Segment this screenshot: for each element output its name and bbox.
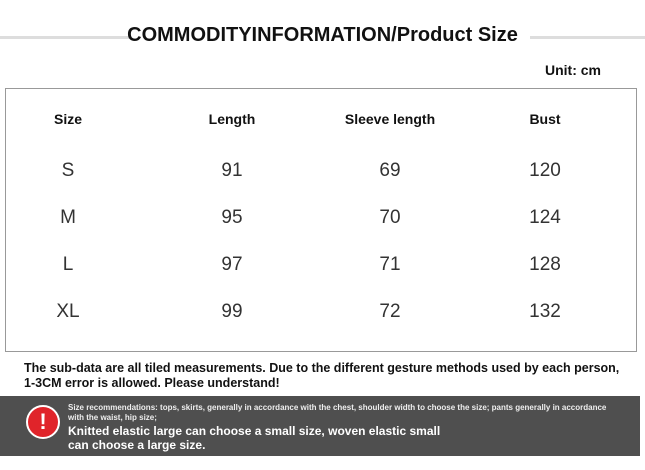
table-cell: XL <box>56 301 80 322</box>
table-cell: 72 <box>379 301 401 322</box>
table-cell: 128 <box>529 254 561 275</box>
table-cell: 70 <box>379 207 401 228</box>
column-header: Length <box>208 111 256 127</box>
warning-icon: ! <box>26 405 60 439</box>
table-cell: 69 <box>379 160 401 181</box>
table-cell: 91 <box>221 160 243 181</box>
table-cell: 124 <box>529 207 561 228</box>
table-cell: L <box>62 254 74 275</box>
column-header: Sleeve length <box>344 111 436 127</box>
table-cell: 71 <box>379 254 401 275</box>
unit: Unit: cm <box>545 62 601 78</box>
title: COMMODITYINFORMATION/Product Size <box>127 24 518 46</box>
table-cell: 120 <box>529 160 561 181</box>
table-cell: 97 <box>221 254 243 275</box>
header-rule <box>0 36 130 39</box>
banner-small-text: Size recommendations: tops, skirts, gene… <box>68 403 607 422</box>
header-rule <box>530 36 645 39</box>
table-cell: 99 <box>221 301 243 322</box>
table-cell: 95 <box>221 207 243 228</box>
banner <box>0 396 640 456</box>
note-line: 1-3CM error is allowed. Please understan… <box>24 376 280 390</box>
note-line: The sub-data are all tiled measurements.… <box>24 361 620 375</box>
table-cell: 132 <box>529 301 561 322</box>
banner-line: can choose a large size. <box>68 438 206 452</box>
table-cell: S <box>61 160 75 181</box>
column-header: Bust <box>529 111 561 127</box>
column-header: Size <box>53 111 83 127</box>
table-cell: M <box>60 207 76 228</box>
banner-line: Knitted elastic large can choose a small… <box>68 424 441 438</box>
size-table <box>5 88 637 352</box>
